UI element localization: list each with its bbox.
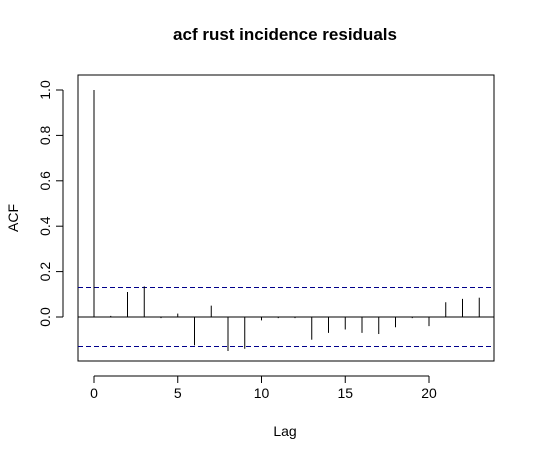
x-tick-label-0: 0	[90, 385, 98, 401]
y-tick-label-0.6: 0.6	[37, 171, 53, 191]
chart-title: acf rust incidence residuals	[173, 25, 397, 44]
y-tick-label-0.2: 0.2	[37, 262, 53, 282]
plot-frame	[77, 74, 495, 362]
y-tick-label-0.0: 0.0	[37, 307, 53, 327]
plot-layer	[78, 90, 494, 352]
x-tick-label-15: 15	[337, 385, 353, 401]
x-tick-label-5: 5	[174, 385, 182, 401]
x-tick-label-20: 20	[421, 385, 437, 401]
y-tick-label-0.8: 0.8	[37, 125, 53, 145]
axis-layer: 0 5 10 15 20 0.0 0.2 0.4 0.6 0.8 1.0	[37, 80, 437, 401]
y-tick-label-1.0: 1.0	[37, 80, 53, 100]
x-tick-label-10: 10	[254, 385, 270, 401]
y-tick-label-0.4: 0.4	[37, 216, 53, 236]
y-axis-label: ACF	[5, 204, 21, 232]
x-axis-label: Lag	[273, 423, 296, 439]
